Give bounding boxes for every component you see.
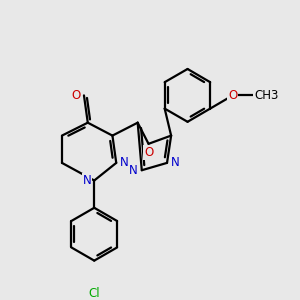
Text: O: O (228, 89, 237, 102)
Text: O: O (71, 89, 80, 102)
Text: N: N (82, 174, 91, 187)
Text: N: N (171, 156, 180, 170)
Text: N: N (120, 156, 129, 170)
Text: N: N (129, 164, 138, 177)
Text: O: O (144, 146, 153, 159)
Text: CH3: CH3 (254, 89, 278, 102)
Text: Cl: Cl (88, 287, 100, 300)
